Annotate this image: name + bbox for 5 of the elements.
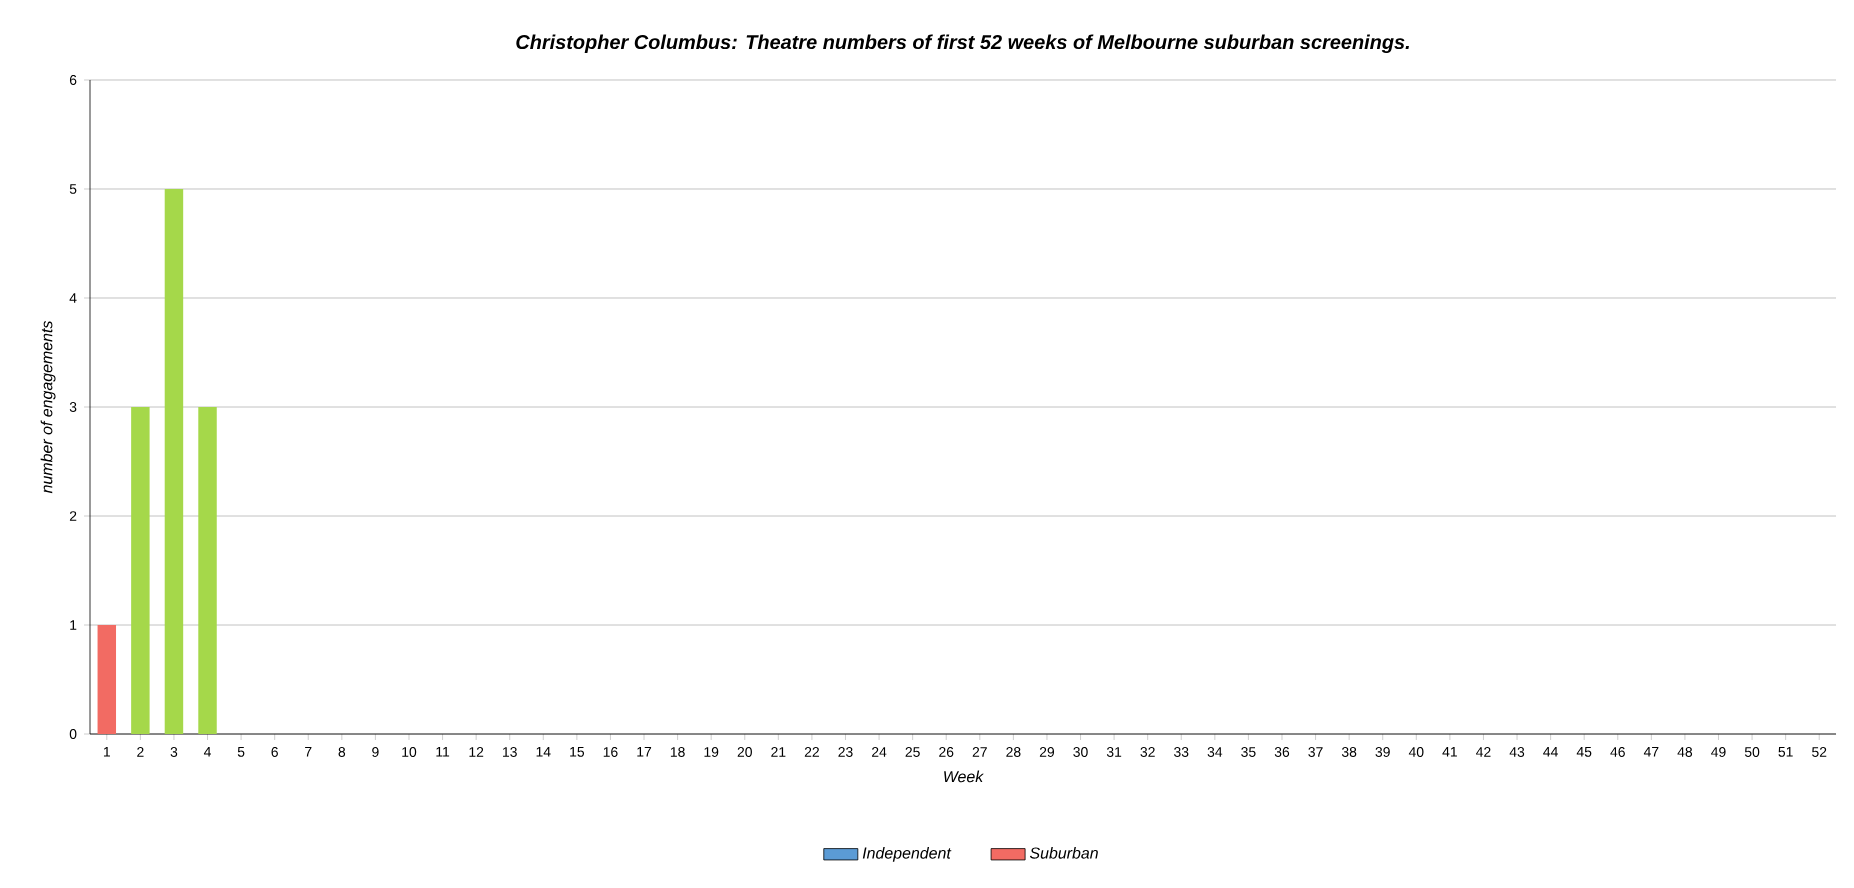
bar xyxy=(198,407,217,734)
bar xyxy=(164,188,184,734)
chart-title: Christopher Columbus: Theatre numbers of first 52 weeks of Melbourne suburban screenings. xyxy=(516,34,1409,54)
bar xyxy=(97,625,117,734)
bar xyxy=(131,407,150,734)
